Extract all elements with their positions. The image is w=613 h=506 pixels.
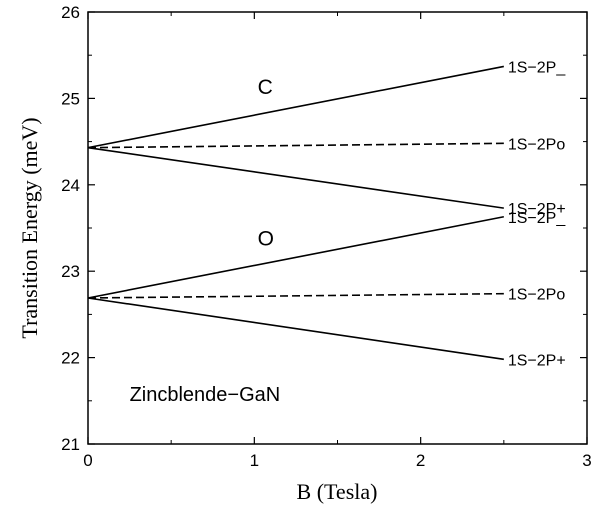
annotation-0: C xyxy=(258,76,273,99)
x-axis-ticks: 0 1 2 3 xyxy=(83,12,592,470)
series-line-c-2 xyxy=(87,146,504,209)
annotation-1: O xyxy=(258,227,274,250)
series-label: 1S−2P+ xyxy=(508,201,566,218)
y-tick-label: 22 xyxy=(61,349,80,368)
series-lines xyxy=(87,65,504,361)
series-line-o-4 xyxy=(87,292,504,299)
series-line-c-0 xyxy=(87,65,504,149)
x-tick-label: 1 xyxy=(250,451,259,470)
series-label: 1S−2Po xyxy=(508,287,565,304)
y-tick-label: 25 xyxy=(61,89,80,108)
y-tick-label: 21 xyxy=(61,435,80,454)
plot-frame xyxy=(87,11,588,445)
annotation-2: Zincblende−GaN xyxy=(130,384,281,406)
annotations: C O Zincblende−GaN xyxy=(130,76,281,406)
x-tick-label: 0 xyxy=(83,451,92,470)
y-axis-title: Transition Energy (meV) xyxy=(17,117,42,338)
y-tick-label: 26 xyxy=(61,3,80,22)
series-line-o-5 xyxy=(87,297,504,361)
x-tick-label: 2 xyxy=(416,451,425,470)
x-axis-title: B (Tesla) xyxy=(297,479,378,504)
series-line-c-1 xyxy=(87,142,504,149)
y-tick-label: 24 xyxy=(61,176,80,195)
x-tick-label: 3 xyxy=(582,451,591,470)
series-label: 1S−2P+ xyxy=(508,352,566,369)
series-label: 1S−2Po xyxy=(508,136,565,153)
series-label: 1S−2P_ xyxy=(508,59,566,76)
series-label: 1S−2P_ xyxy=(508,210,566,227)
series-line-o-3 xyxy=(87,215,504,299)
y-tick-label: 23 xyxy=(61,262,80,281)
y-axis-ticks: 21 22 23 24 25 26 xyxy=(61,3,587,454)
